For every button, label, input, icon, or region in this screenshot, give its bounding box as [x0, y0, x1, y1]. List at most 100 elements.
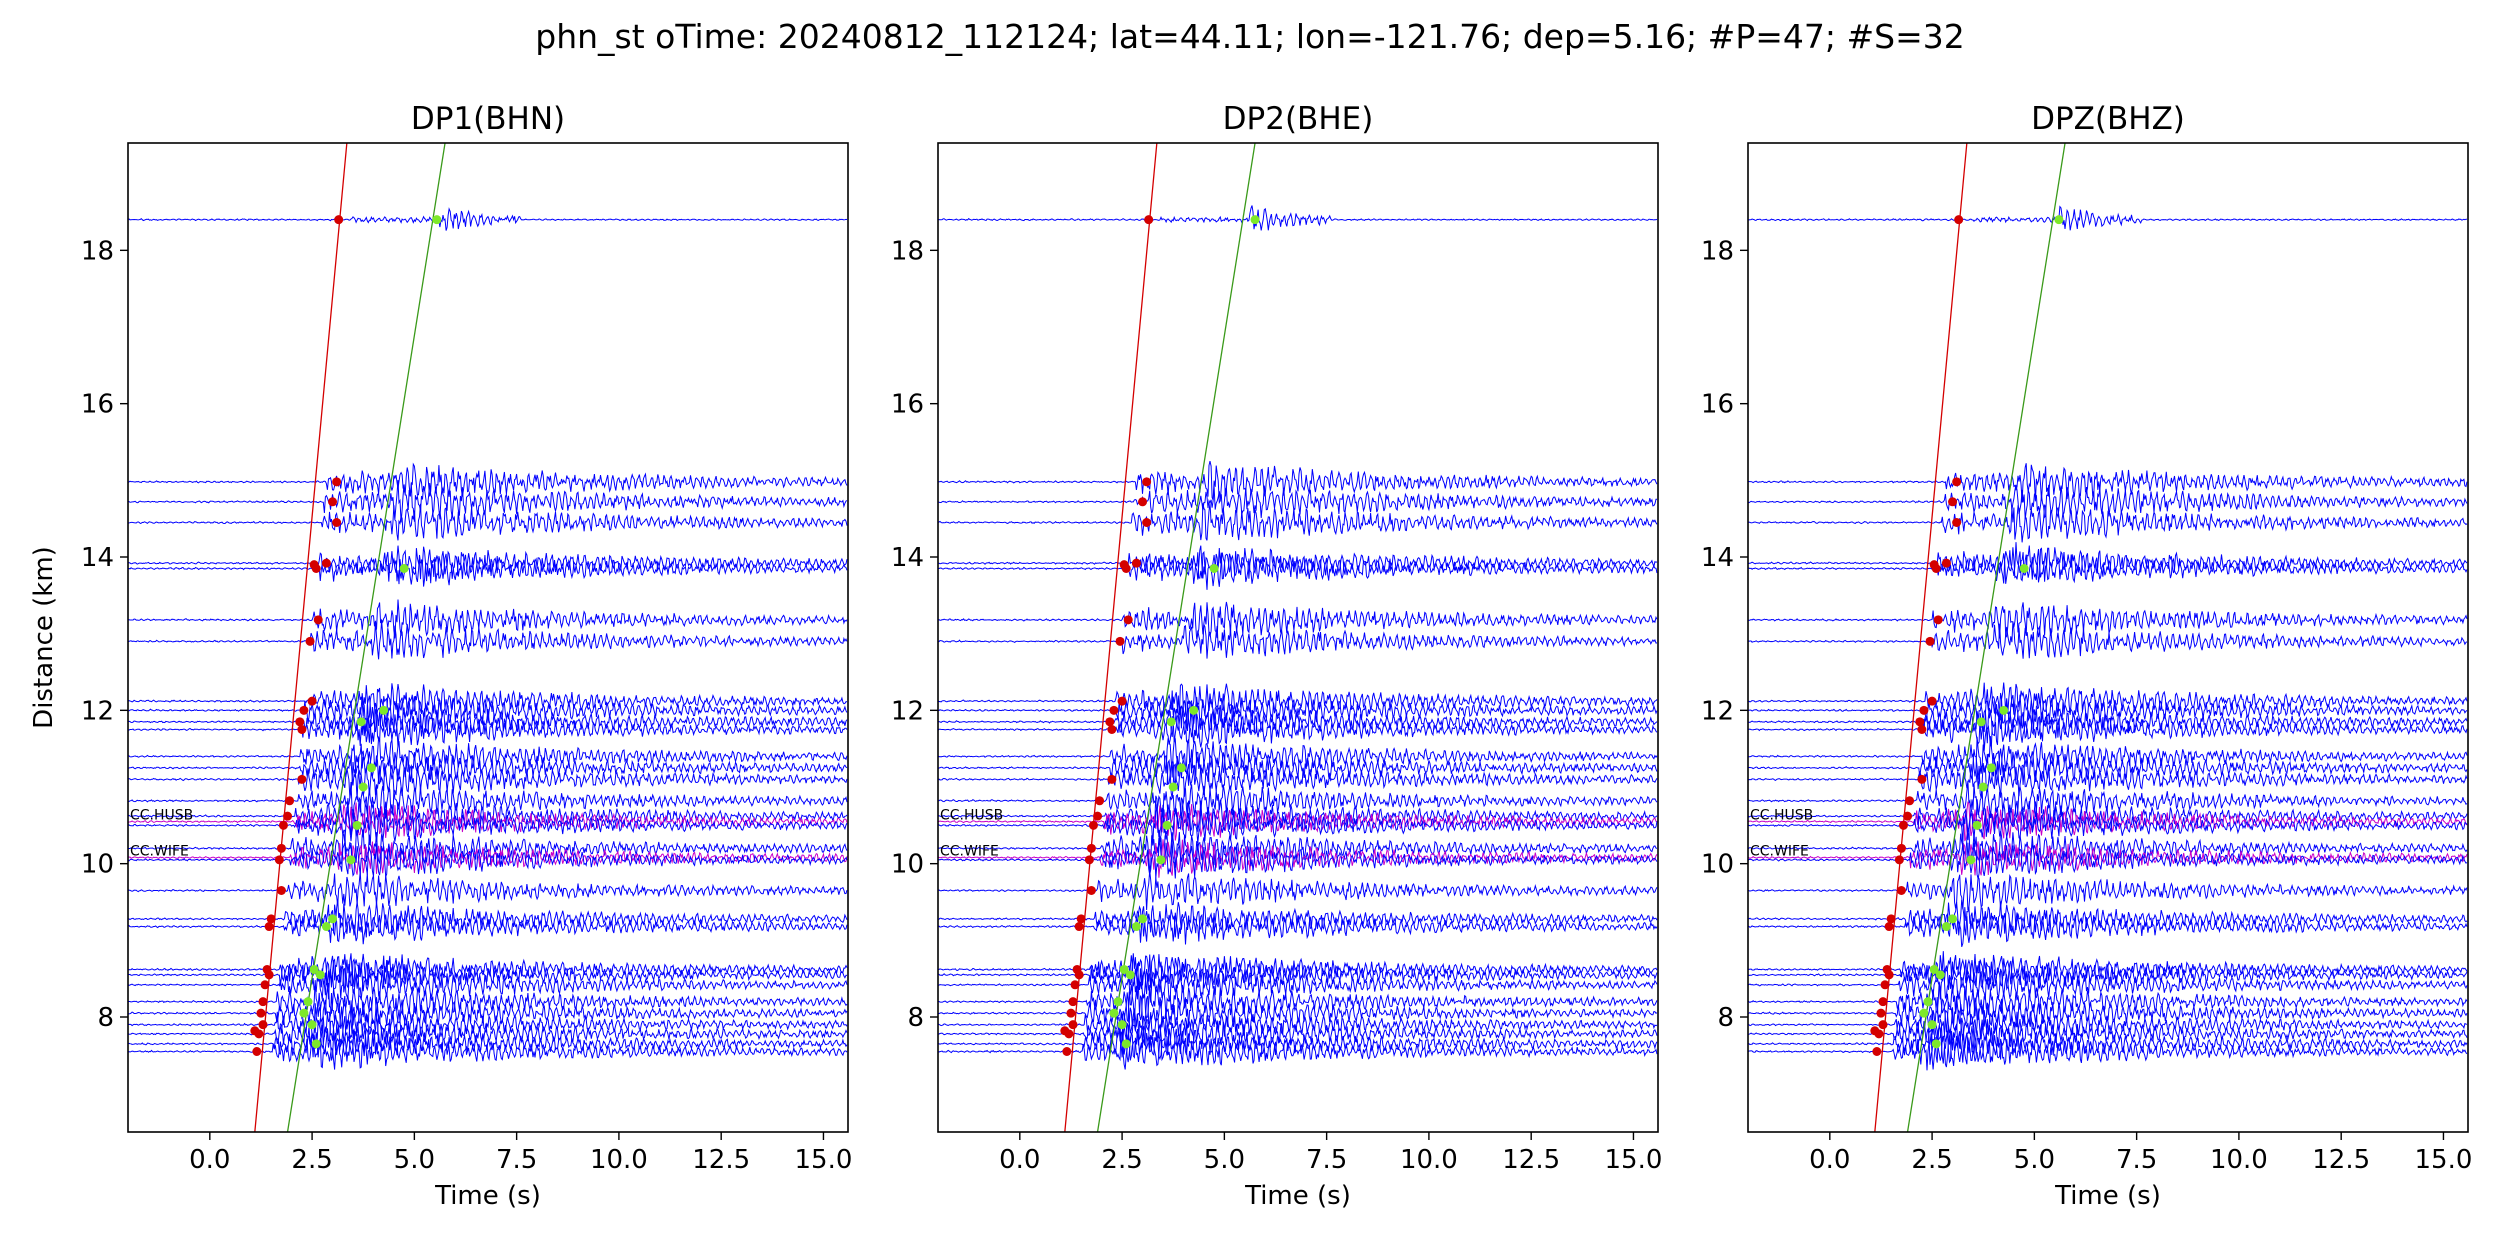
- p-pick-point: [328, 497, 338, 507]
- p-pick-point: [254, 1029, 264, 1039]
- waveform-trace: [128, 841, 848, 877]
- p-pick-point: [1084, 855, 1094, 865]
- waveform-trace: [128, 620, 848, 660]
- waveform-trace: [1748, 736, 2468, 777]
- x-tick-label: 7.5: [2116, 1145, 2157, 1175]
- waveform-trace: [128, 479, 848, 523]
- waveform-trace: [128, 967, 848, 1000]
- p-pick-point: [1896, 843, 1906, 853]
- p-pick-point: [1107, 725, 1117, 734]
- s-pick-point: [1119, 964, 1129, 974]
- y-tick-label: 12: [891, 696, 924, 726]
- waveform-trace: [938, 1011, 1658, 1055]
- waveform-trace: [1748, 995, 2468, 1035]
- s-pick-point: [1138, 914, 1148, 924]
- waveform-trace: [1748, 682, 2468, 722]
- p-pick-point: [1952, 477, 1962, 487]
- station-label: CC.HUSB: [940, 808, 1003, 824]
- s-pick-point: [1986, 763, 1996, 773]
- p-pick-point: [313, 615, 323, 625]
- waveform-trace: [128, 957, 848, 996]
- x-tick-label: 15.0: [795, 1145, 853, 1175]
- x-tick-label: 5.0: [394, 1145, 435, 1175]
- p-pick-point: [1929, 560, 1939, 570]
- waveform-trace: [128, 904, 848, 945]
- waveform-trace: [1748, 547, 2468, 584]
- waveform-trace: [938, 839, 1658, 879]
- y-tick-label: 10: [81, 850, 114, 880]
- s-pick-point: [1125, 970, 1135, 980]
- waveform-trace: [1748, 828, 2468, 862]
- p-pick-point: [278, 820, 288, 830]
- p-pick-point: [1117, 696, 1127, 706]
- waveform-trace: [1748, 907, 2468, 948]
- waveform-trace: [938, 902, 1658, 938]
- y-tick-label: 10: [1701, 850, 1734, 880]
- p-pick-point: [264, 970, 274, 980]
- panel-title: DP1(BHN): [411, 101, 565, 137]
- s-pick-point: [1927, 1020, 1937, 1030]
- s-pick-point: [366, 763, 376, 773]
- p-pick-point: [1941, 558, 1951, 568]
- p-pick-point: [1086, 843, 1096, 853]
- p-pick-point: [1123, 615, 1133, 625]
- waveform-trace: [938, 624, 1658, 659]
- p-pick-point: [1927, 696, 1937, 706]
- waveform-trace: [128, 1033, 848, 1070]
- waveform-trace: [1748, 602, 2468, 639]
- panel-title: DP2(BHE): [1223, 101, 1374, 137]
- p-pick-point: [1105, 717, 1115, 727]
- y-tick-label: 8: [907, 1003, 924, 1033]
- p-pick-point: [1109, 705, 1119, 715]
- waveform-trace: [1748, 968, 2468, 1001]
- s-pick-point: [1156, 855, 1166, 865]
- s-pick-point: [1113, 997, 1123, 1007]
- s-pick-point: [303, 997, 313, 1007]
- waveform-trace: [938, 784, 1658, 821]
- waveform-trace: [1748, 1007, 2468, 1045]
- s-pick-point: [1999, 705, 2009, 715]
- p-pick-point: [1074, 922, 1084, 932]
- panel-3: CC.HUSB CC.WIFE 0.0 2.5 5.0 7.5 10.0 12.5 15.0 8 1…: [1701, 101, 2472, 1211]
- s-pick-point: [1250, 215, 1260, 225]
- waveform-trace: [938, 460, 1658, 505]
- p-pick-point: [1093, 811, 1103, 821]
- waveform-trace: [938, 545, 1658, 580]
- p-pick-point: [305, 636, 315, 646]
- p-pick-point: [258, 1020, 268, 1030]
- x-axis-label: Time (s): [434, 1181, 541, 1211]
- p-pick-point: [1948, 497, 1958, 507]
- station-label: CC.WIFE: [940, 844, 999, 860]
- waveform-trace: [128, 683, 848, 720]
- s-pick-point: [321, 922, 331, 932]
- s-pick-point: [1941, 922, 1951, 932]
- s-pick-point: [2054, 215, 2064, 225]
- s-pick-point: [1931, 1039, 1941, 1049]
- p-pick-point: [1894, 855, 1904, 865]
- s-pick-point: [1131, 922, 1141, 932]
- y-tick-label: 16: [1701, 390, 1734, 420]
- p-pick-point: [266, 914, 276, 924]
- panel-title: DPZ(BHZ): [2031, 101, 2185, 137]
- p-pick-point: [1068, 997, 1078, 1007]
- s-pick-point: [1929, 964, 1939, 974]
- x-tick-label: 10.0: [1400, 1145, 1458, 1175]
- waveform-trace: [128, 761, 848, 800]
- x-tick-label: 10.0: [590, 1145, 648, 1175]
- p-pick-point: [264, 922, 274, 932]
- p-pick-point: [1903, 811, 1913, 821]
- waveform-trace: [938, 830, 1658, 871]
- waveform-trace: [938, 1023, 1658, 1063]
- s-pick-point: [328, 914, 338, 924]
- waveform-trace: [938, 804, 1658, 846]
- y-axis-label: Distance (km): [29, 546, 59, 729]
- p-pick-point: [1088, 820, 1098, 830]
- waveform-trace: [938, 550, 1658, 590]
- p-pick-point: [1144, 215, 1154, 225]
- waveform-trace: [128, 829, 848, 865]
- x-tick-label: 7.5: [496, 1145, 537, 1175]
- x-tick-label: 2.5: [1911, 1145, 1952, 1175]
- waveform-trace: [1748, 709, 2468, 751]
- waveform-trace: [938, 968, 1658, 1006]
- axes-frame: [1747, 142, 2469, 1133]
